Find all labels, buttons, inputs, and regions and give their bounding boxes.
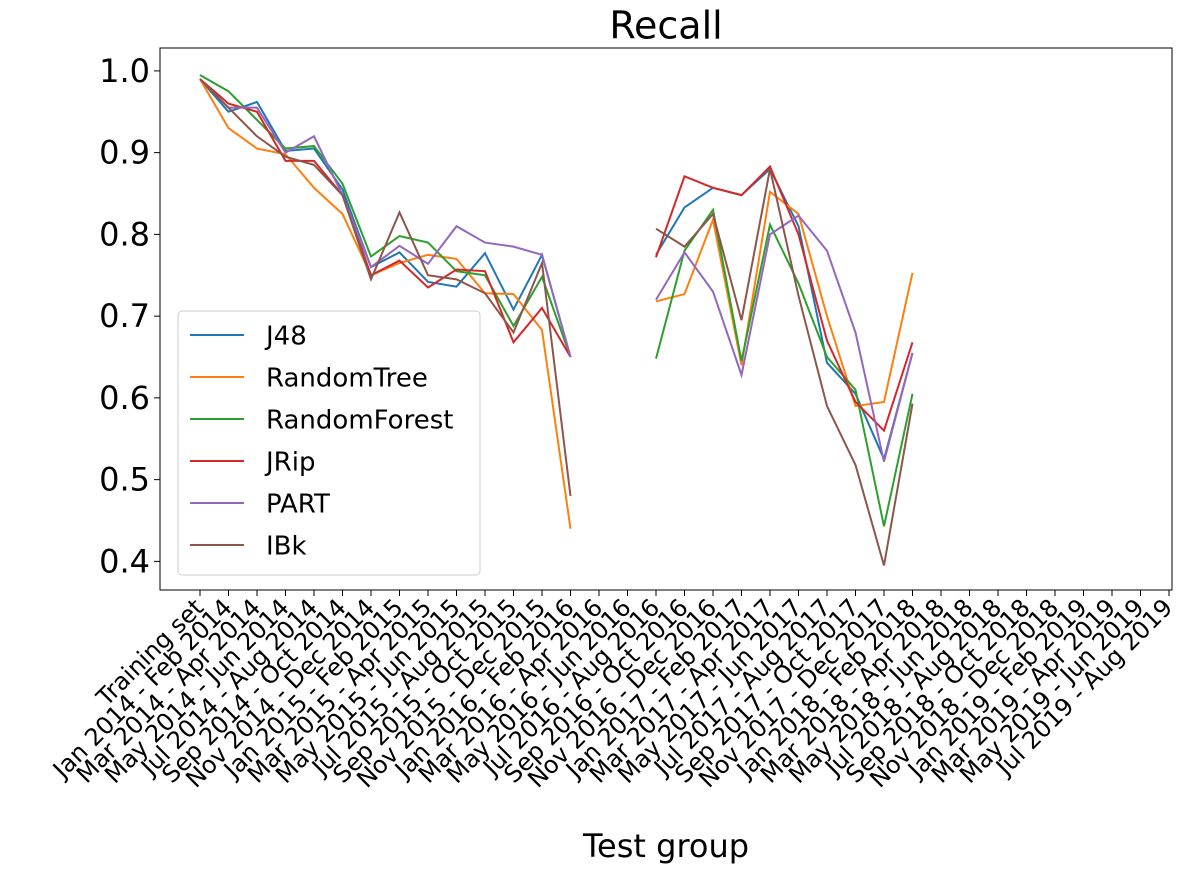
plot-frame [159,47,1173,591]
y-tick-label: 0.6 [99,379,150,417]
y-tick-label: 0.4 [99,542,150,580]
series-line [199,78,914,463]
series-line [199,78,914,462]
x-axis-label: Test group [582,827,749,865]
legend-label: IBk [266,532,307,562]
y-tick-label: 0.9 [99,134,150,172]
chart-title: Recall [609,4,722,48]
series-line [199,78,914,566]
legend-label: J48 [264,322,307,352]
legend-label: RandomTree [266,364,428,394]
legend-box [177,310,481,576]
legend-label: PART [266,490,330,520]
y-tick-label: 0.8 [99,215,150,253]
series-line [199,78,914,433]
y-tick-label: 0.5 [99,461,150,499]
y-tick-label: 1.0 [99,52,150,90]
legend-label: RandomForest [266,406,453,436]
legend-label: JRip [264,448,315,478]
y-tick-label: 0.7 [99,297,150,335]
